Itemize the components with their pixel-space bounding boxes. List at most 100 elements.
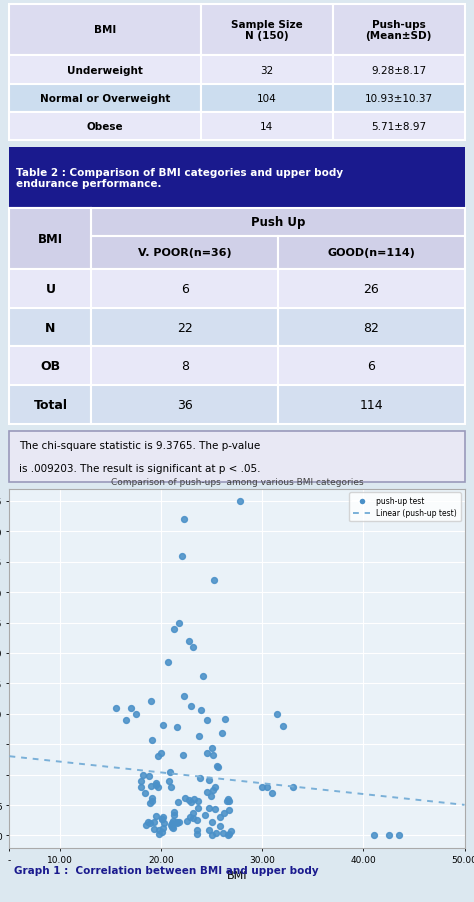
- Point: [146, 815, 154, 830]
- Text: 36: 36: [177, 399, 192, 411]
- Bar: [333, 5, 465, 56]
- Text: Underweight: Underweight: [67, 66, 143, 76]
- Bar: [91, 386, 278, 425]
- Point: [189, 806, 196, 821]
- Text: 104: 104: [257, 94, 276, 104]
- Point: [151, 822, 158, 836]
- Point: [264, 779, 271, 794]
- Point: [153, 809, 160, 824]
- Point: [370, 828, 377, 842]
- Text: 14: 14: [260, 122, 273, 132]
- Point: [139, 768, 147, 782]
- Point: [170, 622, 178, 637]
- Point: [214, 759, 221, 774]
- Text: U: U: [46, 282, 55, 296]
- Text: GOOD(n=114): GOOD(n=114): [328, 248, 415, 258]
- Bar: [9, 347, 91, 386]
- Bar: [9, 148, 465, 208]
- Point: [153, 776, 160, 790]
- Bar: [9, 386, 91, 425]
- Point: [158, 812, 165, 826]
- Point: [143, 818, 150, 833]
- Point: [185, 793, 192, 807]
- Point: [210, 573, 218, 587]
- Point: [208, 789, 215, 804]
- Point: [210, 749, 217, 763]
- Point: [175, 615, 183, 630]
- Point: [194, 801, 202, 815]
- Point: [165, 774, 173, 788]
- Point: [158, 824, 165, 839]
- Text: Total: Total: [34, 399, 67, 411]
- Point: [225, 794, 233, 808]
- Point: [173, 815, 181, 830]
- Point: [201, 808, 209, 823]
- Text: BMI: BMI: [94, 25, 116, 35]
- Point: [187, 795, 194, 809]
- Text: Push Up: Push Up: [251, 216, 305, 229]
- Bar: [91, 347, 278, 386]
- Point: [205, 773, 212, 787]
- Point: [175, 815, 183, 829]
- Text: 5.71±8.97: 5.71±8.97: [371, 122, 426, 132]
- Point: [226, 826, 233, 841]
- Point: [209, 827, 216, 842]
- Point: [148, 732, 155, 747]
- Point: [144, 815, 152, 829]
- Bar: [91, 308, 278, 347]
- Bar: [333, 85, 465, 113]
- Bar: [201, 85, 333, 113]
- Point: [146, 796, 154, 810]
- Point: [157, 745, 164, 759]
- Bar: [91, 208, 465, 236]
- Point: [154, 750, 162, 764]
- Point: [161, 815, 168, 830]
- Text: V. POOR(n=36): V. POOR(n=36): [138, 248, 231, 258]
- Point: [169, 815, 177, 829]
- Point: [196, 771, 203, 786]
- Point: [164, 655, 172, 669]
- Point: [193, 823, 201, 837]
- Point: [193, 813, 201, 827]
- Point: [122, 713, 129, 727]
- Point: [173, 720, 181, 734]
- Point: [195, 729, 202, 743]
- Point: [174, 796, 182, 810]
- Text: 6: 6: [181, 282, 189, 296]
- Point: [150, 815, 157, 830]
- Point: [227, 824, 235, 838]
- Point: [171, 805, 178, 819]
- Point: [203, 785, 210, 799]
- Point: [205, 823, 212, 837]
- Bar: [9, 208, 91, 270]
- Point: [197, 703, 205, 717]
- Text: Graph 1 :  Correlation between BMI and upper body: Graph 1 : Correlation between BMI and up…: [14, 865, 319, 875]
- Point: [173, 815, 181, 830]
- Point: [158, 812, 166, 826]
- Point: [269, 786, 276, 800]
- Point: [221, 713, 229, 727]
- Point: [186, 810, 194, 824]
- Point: [226, 803, 233, 817]
- Point: [167, 779, 175, 794]
- Legend: push-up test, Linear (push-up test): push-up test, Linear (push-up test): [349, 492, 461, 521]
- Point: [189, 811, 197, 825]
- Point: [203, 746, 211, 760]
- Point: [212, 826, 220, 841]
- Text: OB: OB: [40, 360, 61, 373]
- Point: [168, 816, 176, 831]
- Point: [127, 701, 135, 715]
- Point: [199, 668, 207, 683]
- Text: 82: 82: [363, 321, 379, 335]
- Bar: [9, 270, 91, 308]
- Point: [189, 640, 196, 654]
- Point: [159, 821, 167, 835]
- Point: [209, 741, 216, 755]
- Bar: [9, 85, 201, 113]
- Bar: [201, 5, 333, 56]
- Point: [155, 823, 163, 837]
- Point: [132, 707, 140, 722]
- Text: N: N: [45, 321, 55, 335]
- Point: [181, 512, 188, 527]
- Point: [217, 810, 224, 824]
